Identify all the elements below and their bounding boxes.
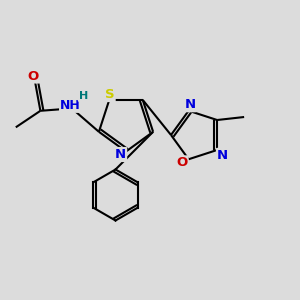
Text: NH: NH	[60, 99, 81, 112]
Text: N: N	[184, 98, 196, 111]
Text: N: N	[115, 148, 126, 161]
Text: O: O	[176, 156, 188, 170]
Text: H: H	[79, 91, 88, 101]
Text: O: O	[28, 70, 39, 83]
Text: S: S	[105, 88, 115, 101]
Text: N: N	[217, 149, 228, 162]
